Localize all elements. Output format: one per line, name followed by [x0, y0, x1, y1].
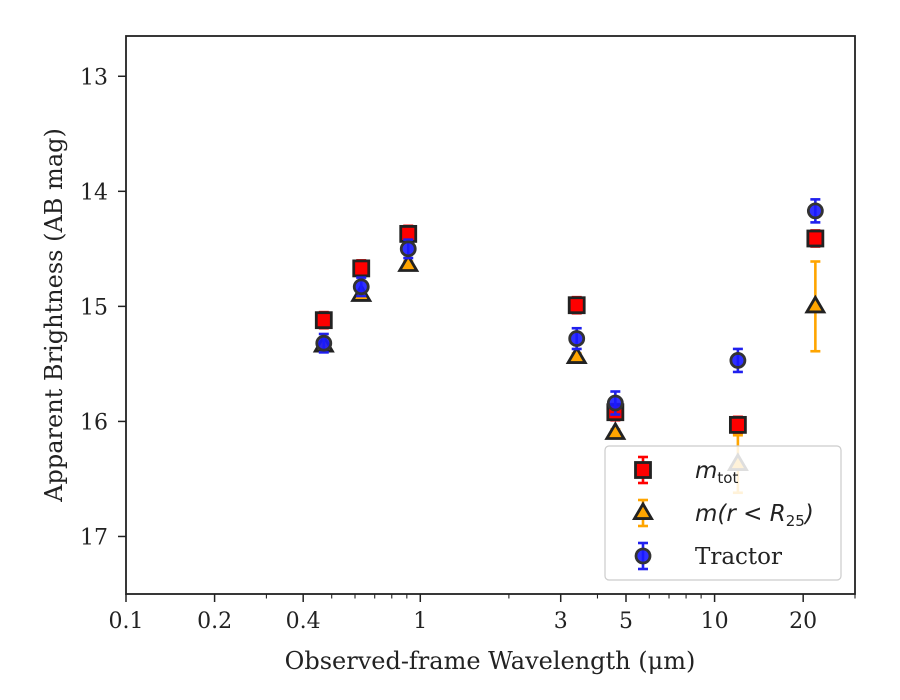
- legend-label: m(r < R25): [695, 501, 814, 530]
- x-tick-label: 20: [789, 609, 817, 634]
- x-tick-label: 0.2: [197, 609, 232, 634]
- series-square-group: [314, 224, 825, 435]
- data-point: [729, 352, 747, 369]
- data-point: [728, 415, 747, 434]
- x-tick-label: 0.4: [286, 609, 321, 634]
- legend-label: Tractor: [695, 544, 782, 570]
- data-point: [399, 240, 417, 258]
- data-point: [806, 229, 825, 248]
- data-point: [352, 259, 371, 278]
- x-axis-label: Observed-frame Wavelength (μm): [285, 647, 696, 675]
- data-marks: [312, 198, 827, 495]
- x-axis: 0.1 0.2 0.4 1 3 5 10 20: [109, 594, 856, 634]
- data-point: [352, 278, 370, 296]
- legend-marker: [634, 461, 652, 479]
- y-axis-label: Apparent Brightness (AB mag): [40, 128, 68, 503]
- data-point: [397, 253, 420, 272]
- legend-marker: [632, 501, 654, 520]
- x-tick-label: 1: [413, 609, 427, 634]
- data-point: [567, 296, 586, 315]
- legend: mtot m(r < R25) Tractor: [604, 445, 842, 581]
- data-point: [806, 202, 824, 220]
- series-circle-group: [315, 198, 824, 416]
- y-tick-label: 13: [80, 65, 108, 90]
- y-tick-label: 15: [80, 295, 108, 320]
- data-point: [606, 394, 624, 412]
- y-tick-label: 14: [80, 180, 108, 205]
- data-point: [315, 334, 333, 352]
- legend-marker: [634, 547, 652, 565]
- y-tick-label: 16: [80, 410, 108, 435]
- legend-box: [604, 445, 842, 581]
- data-point: [568, 330, 586, 347]
- data-point: [314, 311, 333, 330]
- plot-frame: [125, 35, 856, 595]
- data-point: [565, 345, 588, 364]
- y-axis: 13 14 15 16 17: [80, 65, 126, 550]
- x-tick-label: 3: [554, 609, 568, 634]
- x-tick-label: 10: [701, 609, 729, 634]
- y-tick-label: 17: [80, 525, 108, 550]
- legend-label: mtot: [695, 458, 738, 487]
- data-point: [604, 421, 627, 440]
- x-tick-label: 0.1: [109, 609, 144, 634]
- x-tick-label: 5: [619, 609, 633, 634]
- data-point: [804, 294, 827, 314]
